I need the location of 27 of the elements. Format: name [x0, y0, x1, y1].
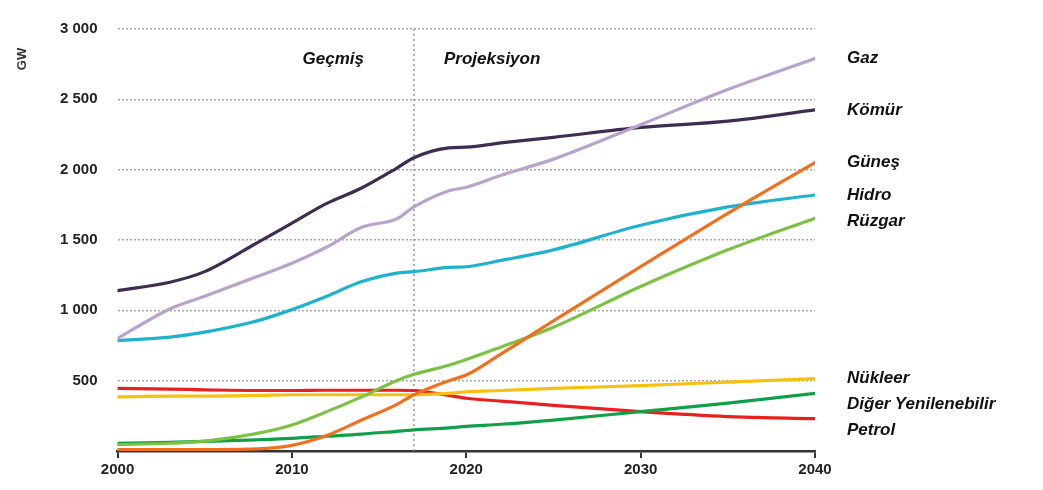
series-label: Kömür — [847, 99, 904, 119]
x-tick-label: 2000 — [100, 460, 135, 478]
series-label: Diğer Yenilenebilir — [847, 394, 997, 414]
series-label: Gaz — [847, 48, 879, 68]
y-tick-label: 1 500 — [59, 230, 98, 248]
y-axis-title: GW — [13, 47, 29, 71]
line-series — [117, 108, 815, 293]
series-label: Petrol — [847, 420, 897, 440]
annotation: Projeksiyon — [443, 48, 541, 68]
line-series — [117, 386, 815, 421]
y-tick-label: 2 500 — [59, 89, 98, 107]
annotation: Geçmiş — [302, 48, 364, 68]
series-label: Hidro — [847, 184, 892, 204]
x-tick-label: 2030 — [623, 460, 658, 478]
line-series — [117, 216, 815, 447]
series-label: Nükleer — [847, 368, 911, 388]
x-tick-label: 2040 — [798, 460, 832, 478]
x-tick-label: 2010 — [275, 460, 309, 478]
series-label: Rüzgar — [847, 210, 906, 230]
line-series — [117, 193, 815, 343]
y-tick-label: 3 000 — [59, 19, 98, 37]
series-label: Güneş — [847, 152, 900, 172]
y-tick-label: 500 — [72, 370, 98, 388]
line-series — [117, 376, 815, 399]
x-tick-label: 2020 — [449, 460, 483, 478]
y-tick-label: 1 000 — [59, 300, 98, 318]
y-tick-label: 2 000 — [59, 159, 98, 177]
